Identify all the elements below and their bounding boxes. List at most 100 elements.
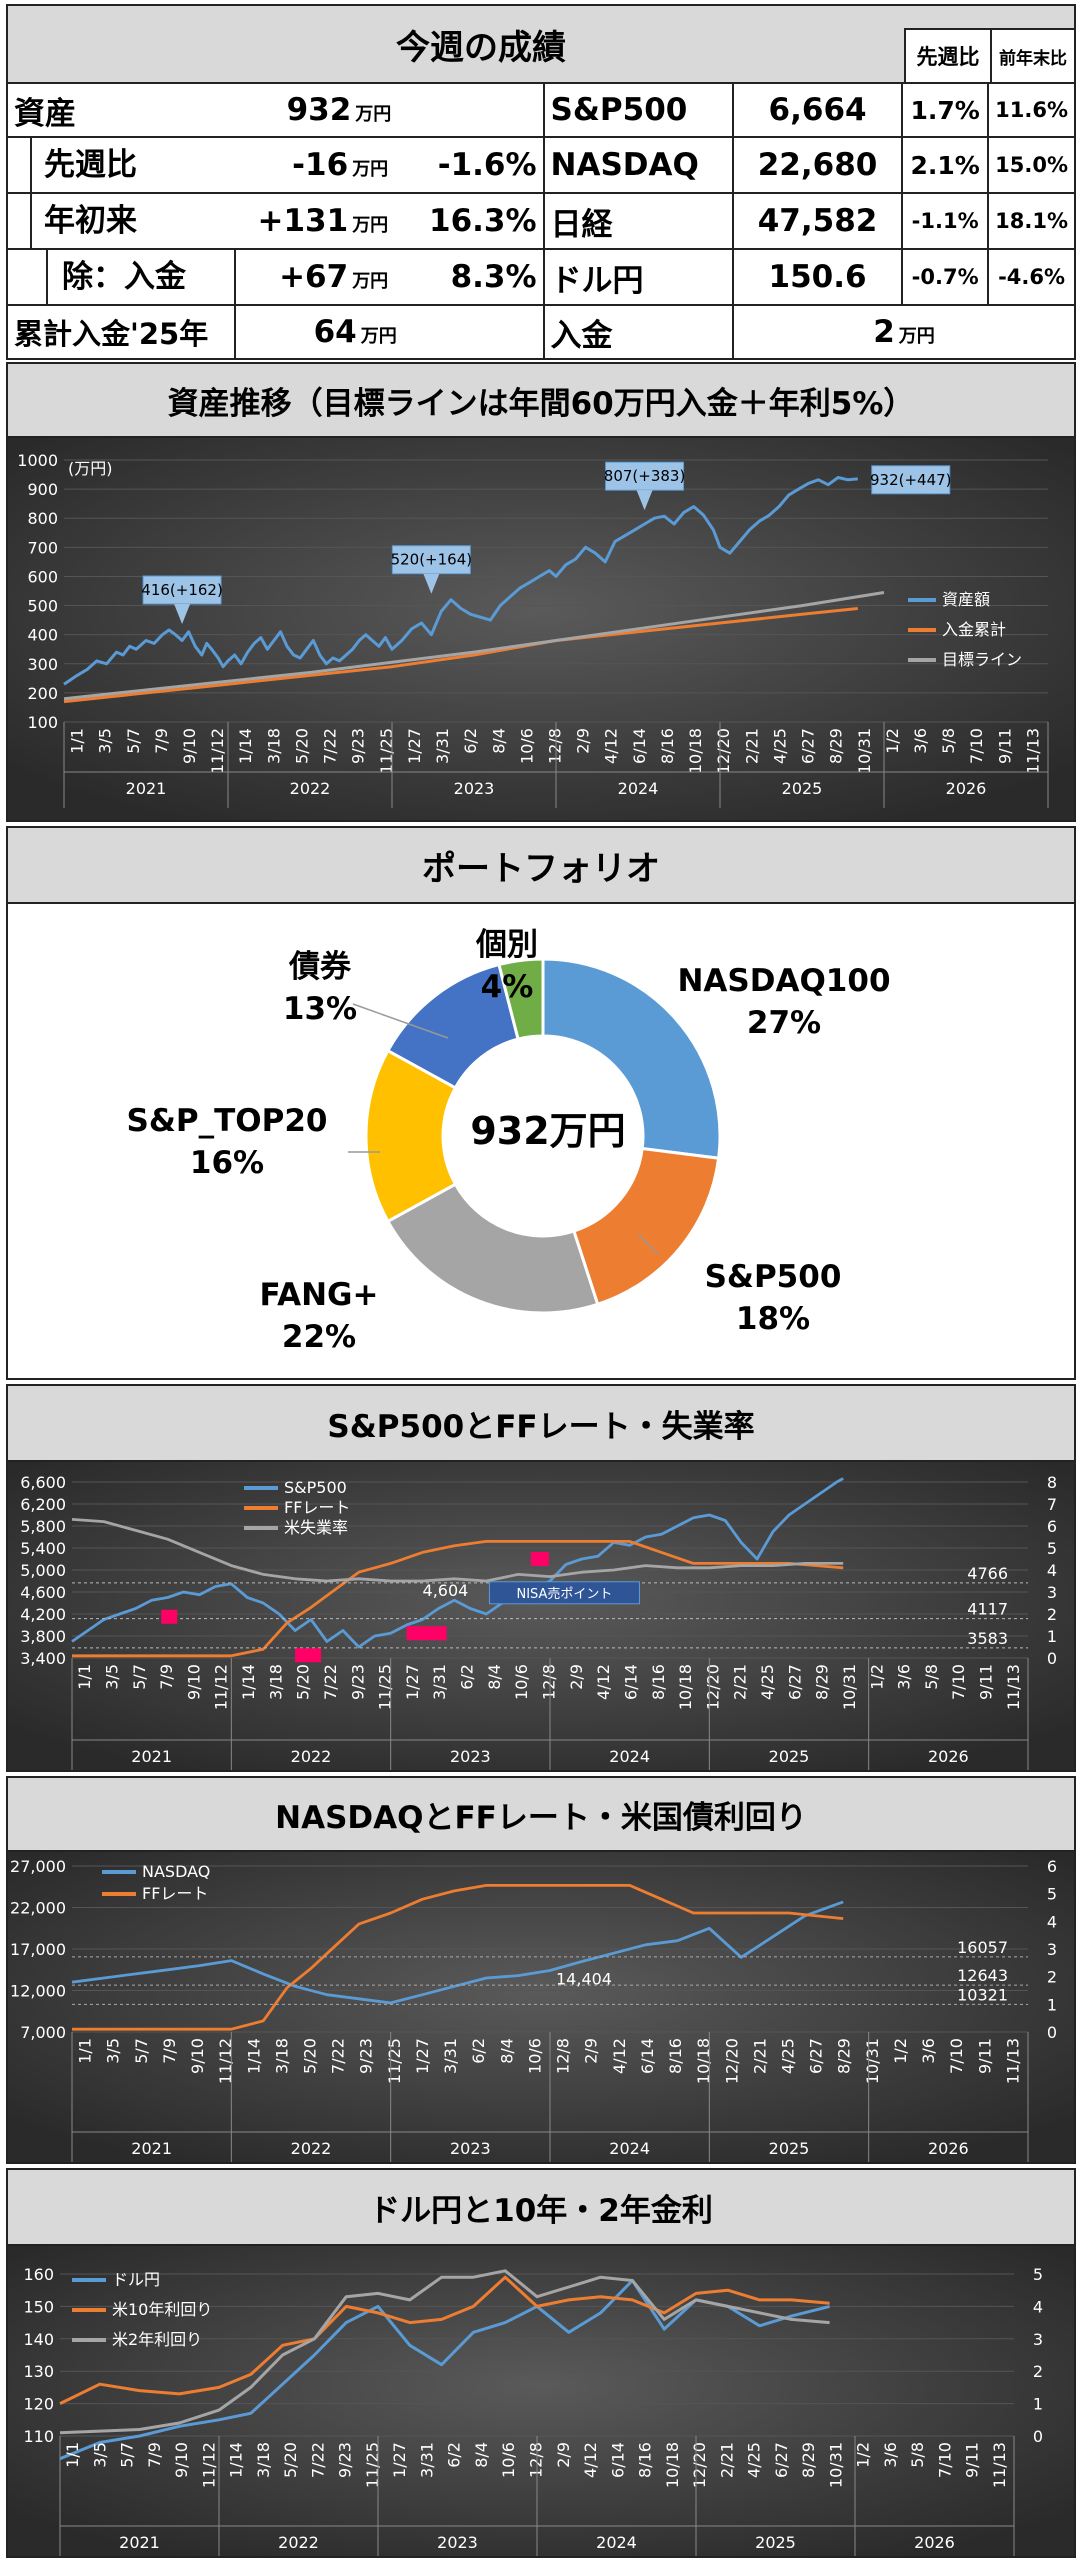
x-tick-label: 7/10: [967, 728, 986, 764]
x-tick-label: 7/9: [145, 2442, 164, 2468]
col-week-header: 先週比: [904, 28, 992, 84]
x-tick-label: 11/13: [1004, 1664, 1023, 1710]
x-tick-label: 7/9: [157, 1664, 176, 1690]
summary-title-text: 今週の成績: [396, 27, 566, 68]
x-tick-label: 9/23: [348, 1664, 367, 1700]
x-tick-label: 11/12: [199, 2442, 218, 2488]
excl-label: 除：入金: [6, 248, 235, 306]
x-year-label: 2023: [450, 2139, 491, 2158]
y-tick-label: 3,800: [20, 1627, 66, 1646]
reference-value: 3583: [967, 1629, 1008, 1648]
x-tick-label: 7/10: [947, 2038, 966, 2074]
usdjpy-chart-title: ドル円と10年・2年金利: [6, 2168, 1076, 2246]
x-tick-label: 1/1: [75, 1664, 94, 1690]
x-tick-label: 12/8: [546, 728, 565, 764]
annotation-label: 416(+162): [141, 581, 223, 599]
y2-tick-label: 0: [1047, 2023, 1057, 2042]
x-tick-label: 5/20: [301, 2038, 320, 2074]
y-tick-label: 150: [23, 2297, 54, 2316]
legend-label-1: NASDAQ: [142, 1862, 210, 1881]
x-tick-label: 5/7: [124, 728, 143, 754]
x-tick-label: 10/18: [686, 728, 705, 774]
x-tick-label: 11/13: [990, 2442, 1009, 2488]
x-tick-label: 12/20: [703, 1664, 722, 1710]
x-year-label: 2026: [928, 2139, 969, 2158]
y2-tick-label: 2: [1047, 1968, 1057, 1987]
x-tick-label: 3/31: [430, 1664, 449, 1700]
x-year-label: 2023: [454, 779, 495, 798]
summary-title: 今週の成績: [6, 4, 1076, 84]
x-tick-label: 7/22: [329, 2038, 348, 2074]
pie-label-sp500-pct: 18%: [735, 1301, 811, 1337]
sp500-chart-title: S&P500とFFレート・失業率: [6, 1384, 1076, 1462]
y-tick-label: 3,400: [20, 1649, 66, 1668]
pie-label-bond-name: 債券: [289, 949, 351, 985]
x-tick-label: 10/31: [840, 1664, 859, 1710]
y-tick-label: 5,800: [20, 1517, 66, 1536]
pie-label-nasdaq100-name: NASDAQ100: [677, 963, 891, 999]
idx2-name: 日経: [542, 192, 734, 250]
y-tick-label: 600: [27, 567, 58, 586]
series-line-1: [71, 1900, 844, 2005]
x-tick-label: 6/27: [772, 2442, 791, 2478]
weekly-label: 先週比: [6, 136, 235, 194]
y-tick-label: 17,000: [10, 1940, 66, 1959]
x-year-label: 2023: [437, 2533, 478, 2552]
y2-tick-label: 3: [1047, 1583, 1057, 1602]
reference-value: 4117: [967, 1600, 1008, 1619]
y-tick-label: 300: [27, 655, 58, 674]
pie-label-fang-name: FANG+: [259, 1277, 379, 1313]
x-tick-label: 6/2: [445, 2442, 464, 2468]
idx3-name: ドル円: [542, 248, 734, 306]
y-tick-label: 110: [23, 2427, 54, 2446]
weekly-value: -16 万円: [234, 136, 395, 194]
x-year-label: 2022: [278, 2533, 319, 2552]
x-tick-label: 5/7: [132, 2038, 151, 2064]
x-tick-label: 5/20: [292, 728, 311, 764]
x-tick-label: 3/6: [911, 728, 930, 754]
y-tick-label: 6,200: [20, 1495, 66, 1514]
x-year-label: 2024: [609, 1747, 650, 1766]
x-tick-label: 8/4: [489, 728, 508, 754]
idx0-week: 1.7%: [901, 82, 990, 138]
y-tick-label: 5,000: [20, 1561, 66, 1580]
reference-value: 16057: [957, 1938, 1008, 1957]
x-tick-label: 10/31: [826, 2442, 845, 2488]
y2-tick-label: 1: [1047, 1995, 1057, 2014]
series-line-3: [63, 591, 885, 701]
x-tick-label: 2/9: [554, 2442, 573, 2468]
asset-chart-panel: 100 200 300 400 500 600 700 800 900 1000 (万円) 1/1 3/…: [6, 436, 1076, 822]
x-tick-label: 12/20: [690, 2442, 709, 2488]
excl-label-text: 除：入金: [46, 250, 186, 304]
x-tick-label: 6/27: [807, 2038, 826, 2074]
row-weekly: 先週比 -16 万円 -1.6% NASDAQ 22,680 2.1% 15.0%: [6, 136, 1076, 194]
x-tick-label: 2/9: [567, 1664, 586, 1690]
y2-tick-label: 5: [1047, 1885, 1057, 1904]
weekly-label-text: 先週比: [30, 138, 137, 192]
legend-label-1: ドル円: [112, 2270, 160, 2289]
summary-table: 資産 932 万円 S&P500 6,664 1.7% 11.6% 先週比 -16…: [6, 82, 1077, 360]
ytd-value-num: +131: [257, 203, 349, 239]
asset-chart: 100 200 300 400 500 600 700 800 900 1000 (万円) 1/1 3/…: [8, 438, 1074, 820]
y2-tick-label: 6: [1047, 1857, 1057, 1876]
y-tick-label: 140: [23, 2330, 54, 2349]
assets-label: 資産: [6, 82, 235, 138]
leader-line: [637, 1233, 659, 1255]
ytd-pct: 16.3%: [394, 192, 545, 250]
x-tick-label: 1/2: [867, 1664, 886, 1690]
cumdep-value-num: 64: [313, 314, 357, 350]
x-year-label: 2025: [755, 2533, 796, 2552]
y-tick-label: 5,400: [20, 1539, 66, 1558]
x-tick-label: 9/11: [963, 2442, 982, 2478]
x-year-label: 2025: [769, 1747, 810, 1766]
x-tick-label: 12/8: [554, 2038, 573, 2074]
x-tick-label: 9/23: [357, 2038, 376, 2074]
idx1-week: 2.1%: [901, 136, 990, 194]
annotation-box: [605, 461, 685, 491]
row-ytd: 年初来 +131 万円 16.3% 日経 47,582 -1.1% 18.1%: [6, 192, 1076, 250]
legend-label-2: FFレート: [142, 1884, 208, 1903]
x-tick-label: 7/22: [321, 1664, 340, 1700]
sp500-chart: 3,400 3,800 4,200 4,600 5,000 5,400 5,800 6,200…: [8, 1462, 1074, 1770]
x-tick-label: 1/1: [68, 728, 87, 754]
x-tick-label: 11/25: [385, 2038, 404, 2084]
